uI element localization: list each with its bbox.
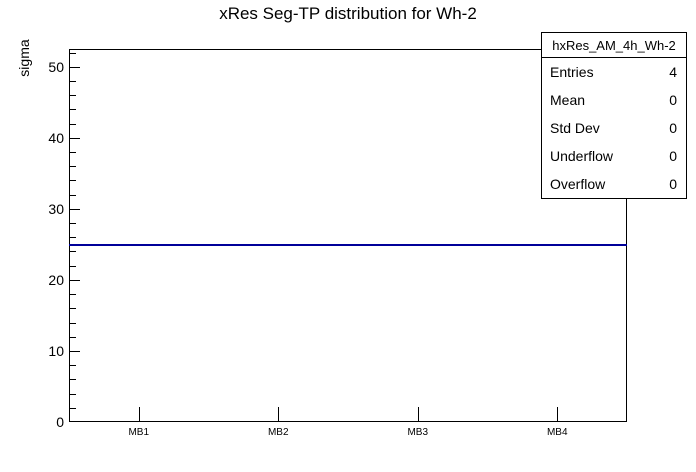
x-axis-tick-label: MB2	[267, 427, 289, 438]
histogram-line-segment	[208, 244, 348, 246]
stats-value: 4	[669, 64, 677, 80]
y-axis-minor-tick	[70, 52, 76, 54]
stats-label: Entries	[550, 64, 594, 80]
plot-frame	[69, 49, 627, 422]
histogram-line-segment	[69, 244, 209, 246]
x-axis-tick	[417, 407, 419, 421]
stats-row-entries: Entries 4	[542, 58, 686, 86]
y-axis-minor-tick	[70, 251, 76, 253]
y-axis-tick-label: 20	[48, 271, 64, 288]
y-axis-major-tick	[70, 350, 80, 352]
stats-label: Overflow	[550, 176, 606, 192]
y-axis-minor-tick	[70, 152, 76, 154]
y-axis-minor-tick	[70, 109, 76, 111]
histogram-line-segment	[487, 244, 627, 246]
y-axis-minor-tick	[70, 123, 76, 125]
stats-label: Underflow	[550, 148, 614, 164]
y-axis-minor-tick	[70, 237, 76, 239]
x-axis-tick	[278, 407, 280, 421]
stats-row-mean: Mean 0	[542, 86, 686, 114]
y-axis-tick-label: 40	[48, 129, 64, 146]
y-axis-minor-tick	[70, 95, 76, 97]
histogram-line-segment	[348, 244, 488, 246]
y-axis-minor-tick	[70, 166, 76, 168]
y-axis-title: sigma	[16, 39, 32, 77]
stats-value: 0	[669, 120, 677, 136]
stats-value: 0	[669, 176, 677, 192]
y-axis-major-tick	[70, 137, 80, 139]
x-axis-tick	[557, 407, 559, 421]
y-axis-minor-tick	[70, 365, 76, 367]
y-axis-major-tick	[70, 279, 80, 281]
y-axis-minor-tick	[70, 180, 76, 182]
stats-box-title: hxRes_AM_4h_Wh-2	[542, 33, 686, 58]
y-axis-minor-tick	[70, 80, 76, 82]
x-axis-tick	[138, 407, 140, 421]
y-axis-tick-label: 30	[48, 200, 64, 217]
chart-title: xRes Seg-TP distribution for Wh-2	[219, 4, 477, 23]
y-axis-major-tick	[70, 421, 80, 422]
y-axis-tick-label: 50	[48, 58, 64, 75]
y-axis-minor-tick	[70, 322, 76, 324]
stats-row-stddev: Std Dev 0	[542, 114, 686, 142]
y-axis-minor-tick	[70, 294, 76, 296]
y-axis-tick-label: 10	[48, 342, 64, 359]
y-axis-major-tick	[70, 208, 80, 210]
y-axis-minor-tick	[70, 393, 76, 395]
y-axis-minor-tick	[70, 379, 76, 381]
y-axis-minor-tick	[70, 223, 76, 225]
stats-label: Std Dev	[550, 120, 600, 136]
stats-row-underflow: Underflow 0	[542, 142, 686, 170]
stats-value: 0	[669, 92, 677, 108]
stats-label: Mean	[550, 92, 586, 108]
y-axis-minor-tick	[70, 308, 76, 310]
y-axis-tick-label: 0	[56, 414, 64, 430]
stats-box-rows: Entries 4 Mean 0 Std Dev 0 Underflow 0 O…	[542, 58, 686, 198]
y-axis-major-tick	[70, 66, 80, 68]
stats-box: hxRes_AM_4h_Wh-2 Entries 4 Mean 0 Std De…	[541, 32, 687, 199]
stats-value: 0	[669, 148, 677, 164]
x-axis-tick-label: MB4	[546, 427, 568, 438]
x-axis-tick-label: MB1	[128, 427, 150, 438]
y-axis-minor-tick	[70, 407, 76, 409]
stats-row-overflow: Overflow 0	[542, 170, 686, 198]
x-axis-tick-label: MB3	[407, 427, 429, 438]
y-axis-minor-tick	[70, 336, 76, 338]
y-axis-minor-tick	[70, 194, 76, 196]
y-axis-minor-tick	[70, 265, 76, 267]
